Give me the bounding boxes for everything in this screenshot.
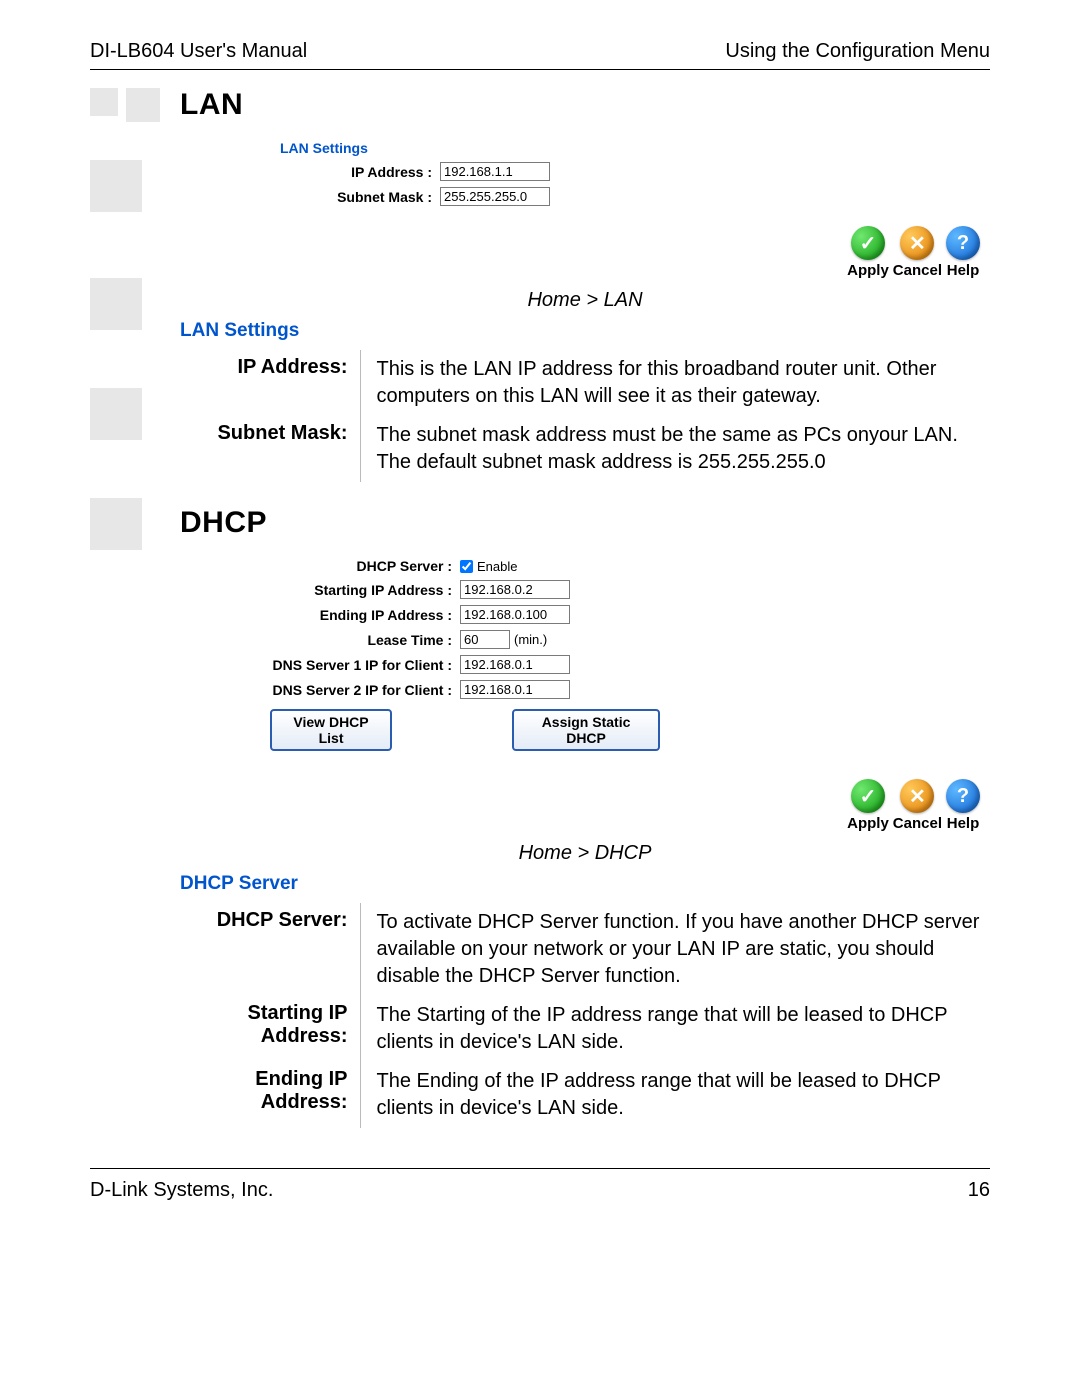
apply-label: Apply	[847, 262, 889, 279]
lan-box-title: LAN Settings	[280, 140, 580, 156]
footer-company: D-Link Systems, Inc.	[90, 1179, 273, 1202]
dhcp-heading: DHCP	[180, 506, 990, 540]
view-dhcp-list-button[interactable]: View DHCP List	[270, 709, 392, 751]
subnet-mask-desc: The subnet mask address must be the same…	[360, 416, 990, 482]
starting-ip-label: Starting IP Address :	[230, 582, 460, 598]
check-icon: ✓	[851, 226, 885, 260]
dhcp-server-title: DHCP Server	[180, 873, 990, 895]
breadcrumb-lan: Home > LAN	[180, 289, 990, 312]
ending-ip-input[interactable]	[460, 605, 570, 624]
lease-time-label: Lease Time :	[230, 632, 460, 648]
ip-address-key: IP Address:	[180, 350, 360, 416]
starting-ip-key: Starting IP Address:	[180, 996, 360, 1062]
ending-ip-label: Ending IP Address :	[230, 607, 460, 623]
question-icon: ?	[946, 226, 980, 260]
dhcp-server-key: DHCP Server:	[180, 903, 360, 996]
dns2-label: DNS Server 2 IP for Client :	[230, 682, 460, 698]
footer-page-number: 16	[968, 1179, 990, 1202]
cancel-label: Cancel	[893, 262, 942, 279]
starting-ip-desc: The Starting of the IP address range tha…	[360, 996, 990, 1062]
lease-time-input[interactable]	[460, 630, 510, 649]
apply-button[interactable]: ✓ Apply	[847, 779, 889, 832]
dhcp-server-desc: To activate DHCP Server function. If you…	[360, 903, 990, 996]
header-right: Using the Configuration Menu	[725, 40, 990, 63]
dhcp-settings-form: DHCP Server : Enable Starting IP Address…	[230, 558, 660, 751]
dhcp-server-label: DHCP Server :	[230, 558, 460, 574]
cancel-button[interactable]: ✕ Cancel	[893, 779, 942, 832]
ip-address-desc: This is the LAN IP address for this broa…	[360, 350, 990, 416]
breadcrumb-dhcp: Home > DHCP	[180, 842, 990, 865]
subnet-mask-input[interactable]	[440, 187, 550, 206]
cancel-label: Cancel	[893, 815, 942, 832]
assign-static-dhcp-button[interactable]: Assign Static DHCP	[512, 709, 660, 751]
question-icon: ?	[946, 779, 980, 813]
header-left: DI-LB604 User's Manual	[90, 40, 307, 63]
apply-label: Apply	[847, 815, 889, 832]
ending-ip-key: Ending IP Address:	[180, 1062, 360, 1128]
starting-ip-input[interactable]	[460, 580, 570, 599]
dhcp-enable-label: Enable	[477, 559, 517, 574]
dns1-input[interactable]	[460, 655, 570, 674]
lan-description-table: IP Address: This is the LAN IP address f…	[180, 350, 990, 482]
ip-address-label: IP Address :	[280, 164, 440, 180]
dns2-input[interactable]	[460, 680, 570, 699]
help-button[interactable]: ? Help	[946, 779, 980, 832]
lease-time-unit: (min.)	[514, 632, 547, 647]
subnet-mask-key: Subnet Mask:	[180, 416, 360, 482]
x-icon: ✕	[900, 779, 934, 813]
help-button[interactable]: ? Help	[946, 226, 980, 279]
dns1-label: DNS Server 1 IP for Client :	[230, 657, 460, 673]
x-icon: ✕	[900, 226, 934, 260]
lan-settings-title: LAN Settings	[180, 320, 990, 342]
dhcp-description-table: DHCP Server: To activate DHCP Server fun…	[180, 903, 990, 1128]
help-label: Help	[947, 815, 980, 832]
ending-ip-desc: The Ending of the IP address range that …	[360, 1062, 990, 1128]
check-icon: ✓	[851, 779, 885, 813]
dhcp-enable-checkbox[interactable]	[460, 560, 473, 573]
apply-button[interactable]: ✓ Apply	[847, 226, 889, 279]
subnet-mask-label: Subnet Mask :	[280, 189, 440, 205]
lan-settings-form: LAN Settings IP Address : Subnet Mask :	[280, 140, 580, 206]
help-label: Help	[947, 262, 980, 279]
lan-heading: LAN	[180, 88, 990, 122]
ip-address-input[interactable]	[440, 162, 550, 181]
cancel-button[interactable]: ✕ Cancel	[893, 226, 942, 279]
